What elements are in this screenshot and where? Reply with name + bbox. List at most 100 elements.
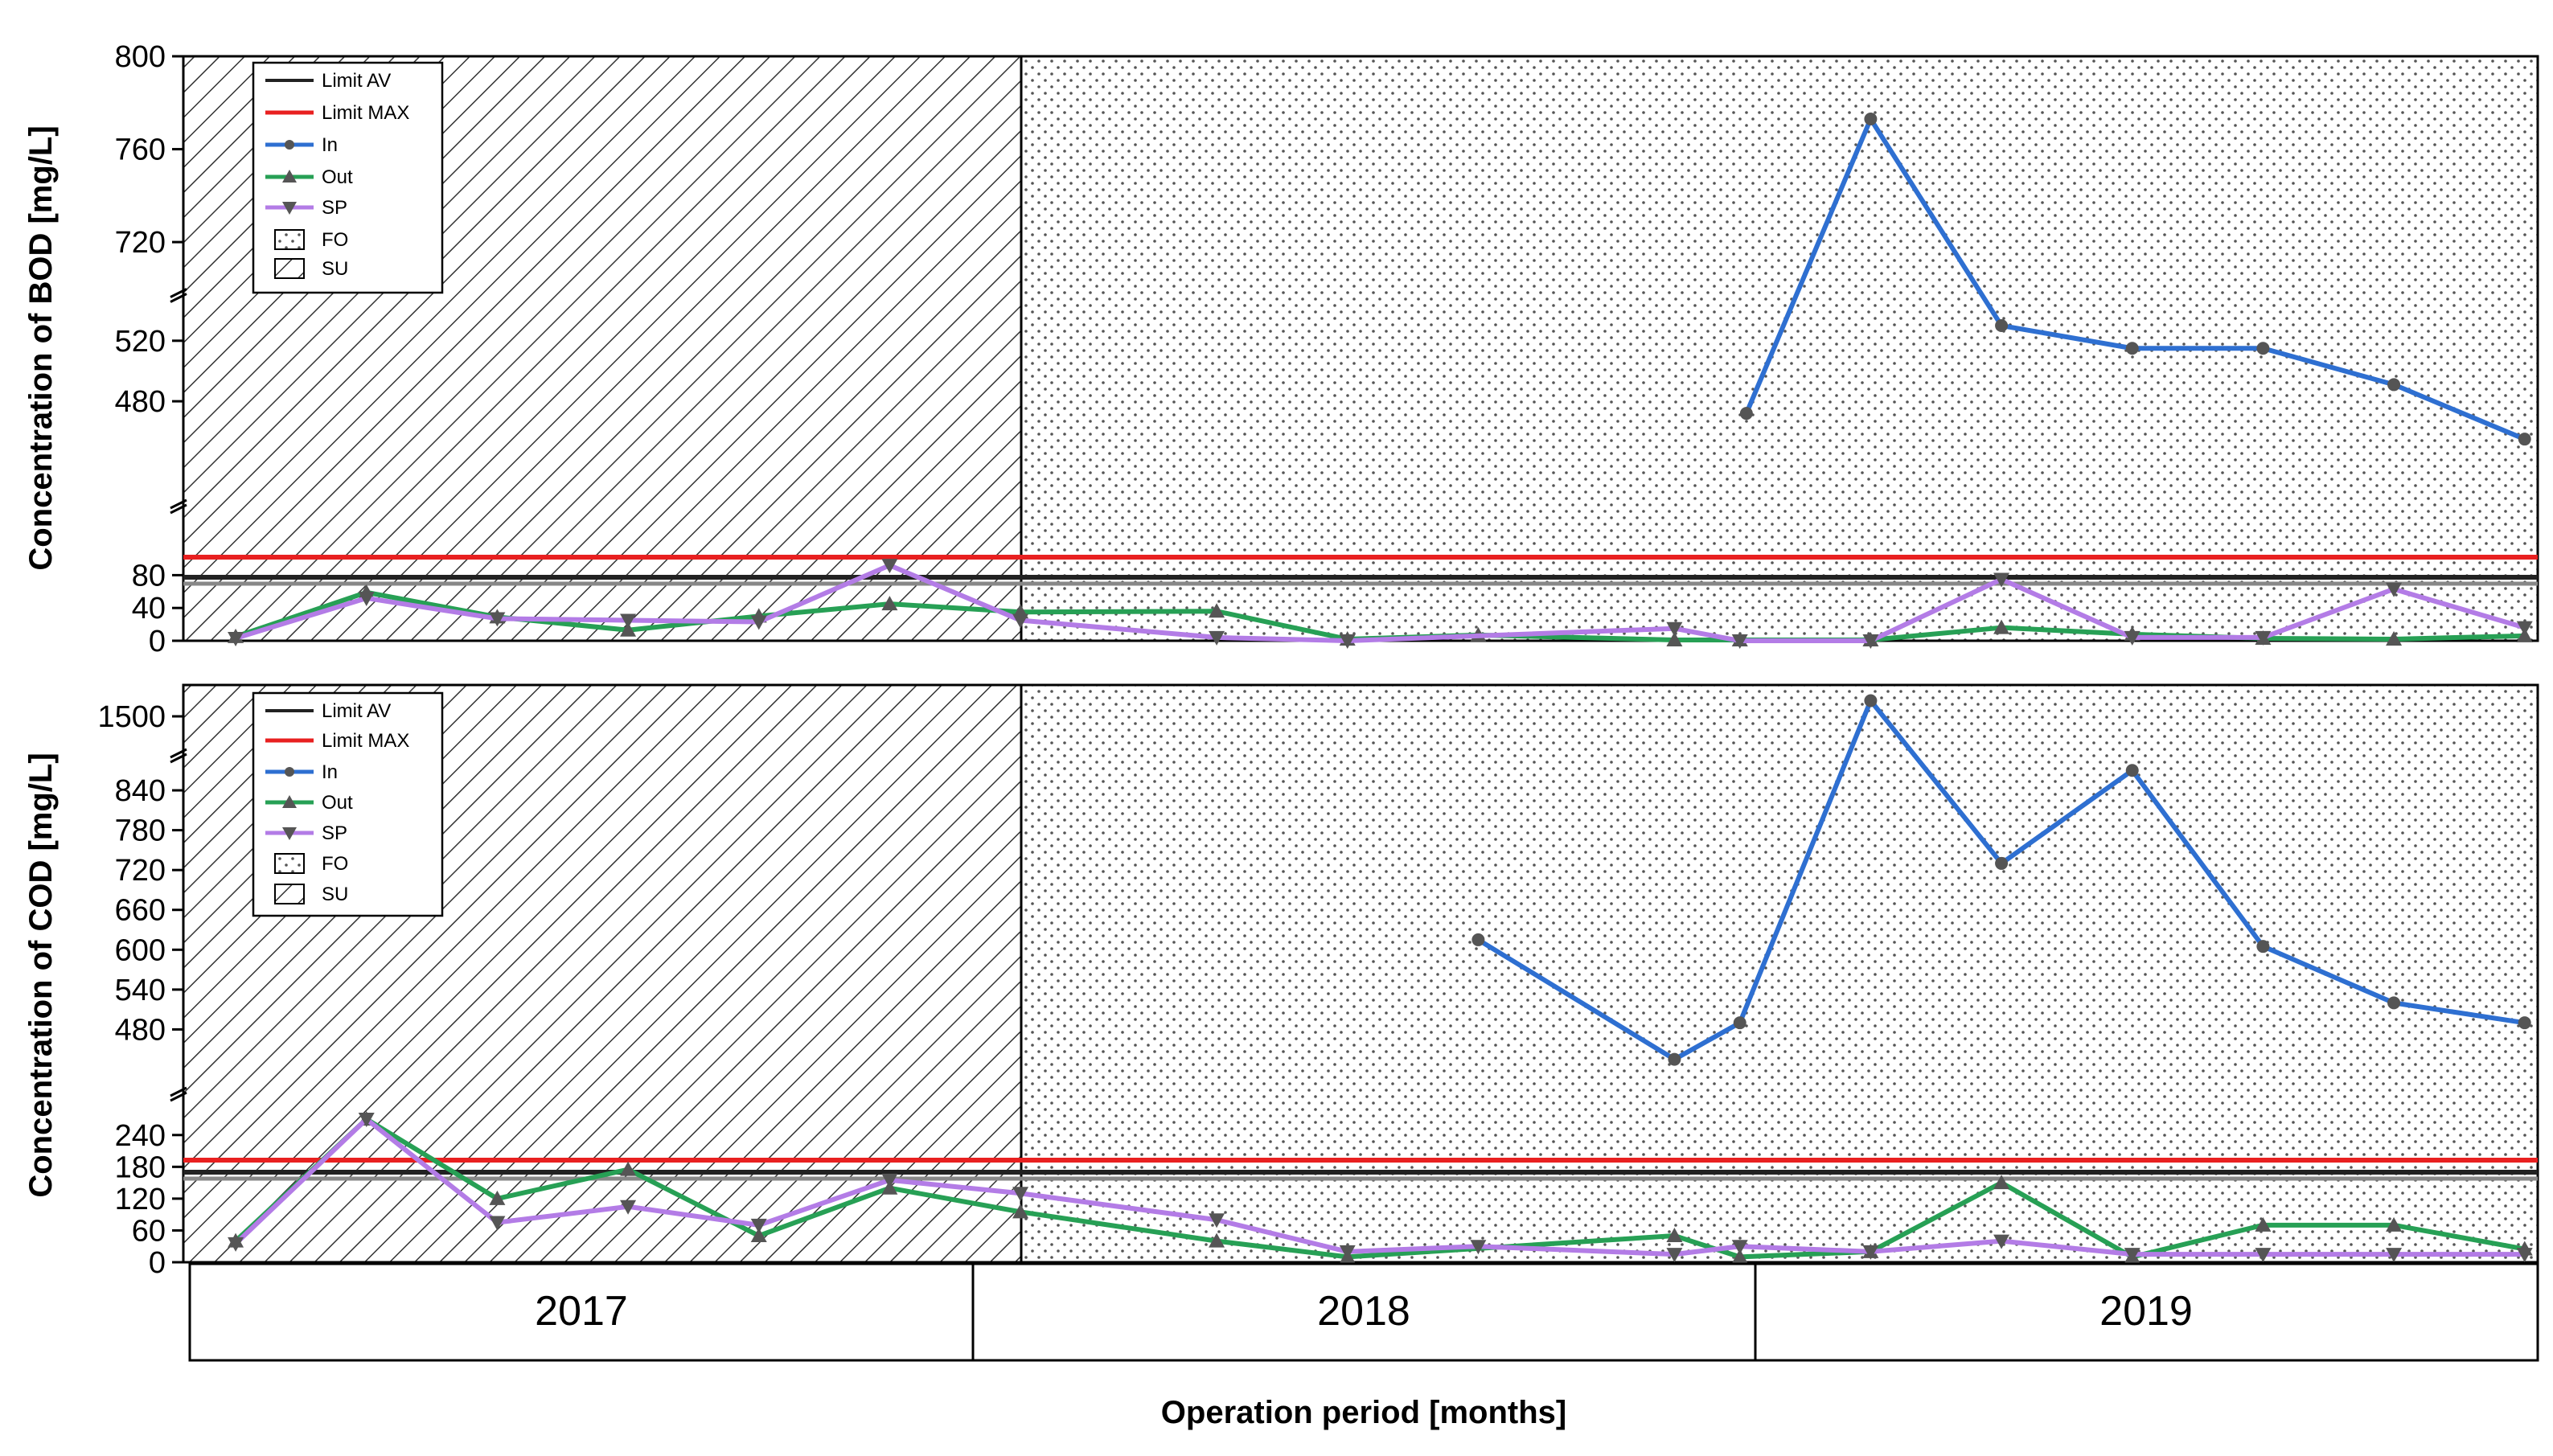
cod-series-out-point	[1209, 1232, 1225, 1248]
cod-series-out-point	[1731, 1249, 1748, 1264]
cod-fo-region	[1020, 683, 2539, 1264]
bod-fo-region	[1020, 55, 2539, 642]
cod-series-sp-point	[2386, 1248, 2403, 1263]
bod-series-sp-point	[358, 591, 375, 606]
bod-series-in-point	[1739, 407, 1753, 420]
cod-legend-item-limit-max: Limit MAX	[265, 730, 409, 752]
cod-y-tick-label: 840	[115, 774, 166, 808]
cod-series-sp-point	[358, 1113, 375, 1127]
cod-series-sp-point	[2255, 1248, 2272, 1263]
cod-series-sp-point	[1012, 1187, 1029, 1202]
cod-series-out-point	[620, 1161, 637, 1176]
bod-legend-item-sp: SP	[265, 197, 347, 219]
cod-axis-break-mark	[170, 1086, 187, 1102]
cod-y-tick-label: 540	[115, 974, 166, 1007]
cod-series-sp-point	[1666, 1248, 1683, 1263]
bod-legend-item-out: Out	[265, 166, 353, 188]
cod-series-sp-point	[228, 1237, 244, 1252]
bod-y-tick-label: 800	[115, 40, 166, 74]
cod-y-axis-title: Concentration of COD [mg/L]	[23, 753, 59, 1197]
svg-text:Out: Out	[322, 166, 353, 188]
cod-legend-item-out: Out	[265, 792, 353, 814]
cod-y-tick-label: 0	[149, 1246, 166, 1280]
year-label-2019: 2019	[2099, 1288, 2193, 1335]
bod-series-in-point	[1864, 113, 1878, 125]
bod-y-tick-label: 40	[132, 592, 166, 625]
bod-series-in-point	[2518, 433, 2531, 446]
cod-y-tick-label: 720	[115, 854, 166, 888]
cod-series-in-point	[1995, 856, 2009, 870]
bod-series-out-point	[1209, 603, 1225, 618]
cod-series-sp-point	[1862, 1245, 1879, 1260]
cod-series-out-point	[1012, 1204, 1029, 1219]
bod-series-out-point	[620, 621, 637, 637]
year-band: 2017 2018 2019	[188, 1262, 2539, 1362]
cod-series-in-point	[2387, 996, 2401, 1010]
cod-series-sp-point	[1209, 1213, 1225, 1228]
cod-series-sp-point	[1993, 1234, 2010, 1249]
svg-text:In: In	[322, 761, 338, 783]
svg-text:FO: FO	[322, 853, 348, 875]
cod-series-sp-line	[233, 1117, 2525, 1257]
bod-axis-break-mark	[170, 498, 187, 515]
cod-y-tick-label: 60	[132, 1214, 166, 1248]
cod-series-sp-point	[1339, 1245, 1356, 1260]
bod-series-out-point	[2386, 630, 2403, 646]
bod-y-tick-label: 80	[132, 559, 166, 593]
svg-text:Limit AV: Limit AV	[322, 70, 391, 92]
svg-text:Out: Out	[322, 792, 353, 814]
bod-series-sp-point	[1012, 613, 1029, 629]
cod-y-tick-label: 600	[115, 933, 166, 967]
cod-legend-item-in: In	[265, 761, 338, 783]
bod-series-out-point	[881, 596, 898, 611]
cod-series-sp-point	[1470, 1240, 1487, 1255]
bod-y-tick-label: 520	[115, 325, 166, 359]
svg-text:Limit MAX: Limit MAX	[322, 730, 409, 752]
cod-y-tick-label: 120	[115, 1183, 166, 1216]
bod-y-tick-label: 0	[149, 625, 166, 658]
bod-series-in-point	[2387, 378, 2401, 392]
cod-series-out-point	[750, 1228, 767, 1243]
cod-legend: Limit AV Limit MAX In Out SP	[252, 691, 444, 917]
cod-series-out-point	[2386, 1216, 2403, 1232]
cod-series-in-point	[1668, 1052, 1681, 1066]
cod-series-out-point	[489, 1190, 506, 1205]
svg-text:SP: SP	[322, 822, 347, 844]
cod-legend-item-su: SU	[274, 884, 348, 905]
bod-legend: Limit AV Limit MAX In Out SP	[252, 61, 444, 294]
svg-text:SU: SU	[322, 258, 348, 280]
bod-axis-break-mark	[170, 288, 187, 303]
cod-series-sp-point	[620, 1200, 637, 1215]
cod-y-tick-label: 180	[115, 1150, 166, 1184]
bod-series-in-point	[1995, 319, 2009, 332]
cod-y-tick-label: 480	[115, 1013, 166, 1047]
svg-text:SP: SP	[322, 197, 347, 219]
cod-series-in-point	[2518, 1016, 2531, 1030]
bod-y-tick-label: 720	[115, 226, 166, 260]
bod-legend-item-in: In	[265, 134, 338, 156]
cod-series-in-point	[1733, 1016, 1746, 1030]
bod-series-sp-point	[1731, 634, 1748, 649]
bod-legend-item-fo: FO	[274, 229, 348, 251]
bod-series-sp-point	[620, 613, 637, 629]
bod-series-sp-point	[2255, 630, 2272, 646]
cod-y-tick-label: 780	[115, 814, 166, 848]
cod-y-tick-label: 1500	[97, 700, 166, 734]
bod-series-sp-point	[1339, 634, 1356, 649]
cod-axis-break-mark	[170, 748, 187, 764]
bod-series-sp-point	[2516, 621, 2533, 636]
bod-series-sp-point	[1209, 630, 1225, 646]
cod-y-tick-label: 660	[115, 894, 166, 928]
svg-text:Limit MAX: Limit MAX	[322, 102, 409, 124]
cod-series-sp-point	[2516, 1248, 2533, 1263]
bod-series-sp-point	[1666, 621, 1683, 637]
bod-series-layer	[228, 113, 2533, 649]
bod-series-sp-point	[1862, 634, 1879, 649]
cod-y-tick-label: 240	[115, 1119, 166, 1153]
cod-series-sp-point	[489, 1216, 506, 1231]
